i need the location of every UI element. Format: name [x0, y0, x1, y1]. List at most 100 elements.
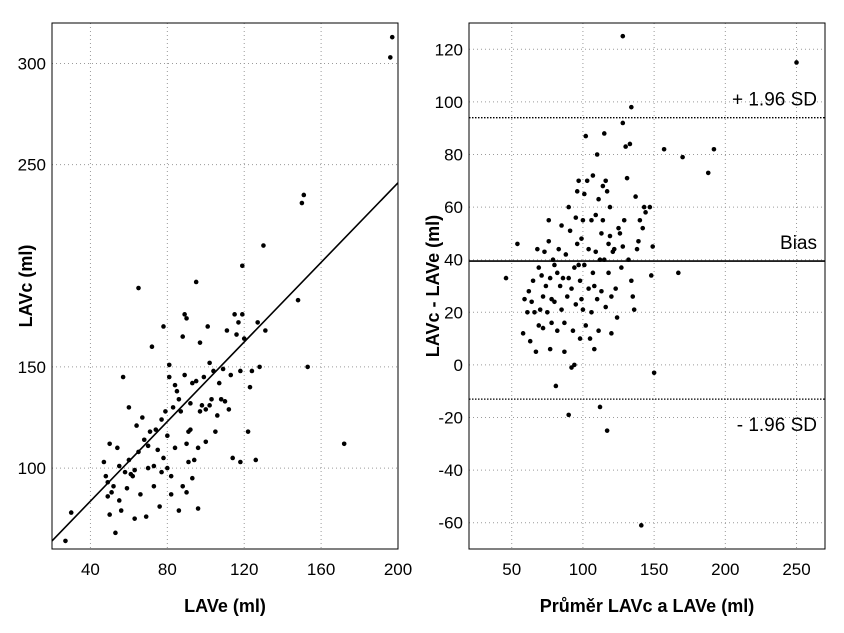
data-point — [305, 364, 310, 370]
data-point — [593, 212, 599, 218]
data-point — [176, 396, 182, 402]
data-point — [257, 364, 262, 370]
data-point — [207, 360, 212, 366]
data-point — [594, 152, 600, 157]
data-point — [563, 252, 569, 257]
y-tick-label: 0 — [454, 356, 463, 375]
right-data-points — [503, 33, 799, 528]
right-grid — [469, 23, 825, 549]
data-point — [207, 403, 212, 408]
data-point — [676, 270, 681, 276]
right-x-axis-title: Průměr LAVc a LAVe (ml) — [540, 596, 754, 616]
data-point — [63, 538, 68, 544]
data-point — [122, 469, 128, 475]
data-point — [299, 200, 305, 206]
data-point — [620, 244, 626, 249]
data-point — [203, 407, 209, 412]
data-point — [388, 55, 393, 60]
data-point — [113, 530, 118, 536]
data-point — [572, 265, 577, 270]
data-point — [609, 331, 614, 336]
data-point — [161, 324, 166, 329]
data-point — [599, 288, 604, 294]
data-point — [572, 362, 577, 368]
data-point — [295, 297, 301, 303]
data-point — [577, 336, 583, 341]
data-point — [213, 429, 218, 434]
y-tick-label: 40 — [444, 251, 463, 270]
data-point — [143, 514, 149, 519]
data-point — [537, 307, 543, 312]
data-point — [583, 133, 589, 139]
data-point — [611, 246, 617, 252]
data-point — [224, 328, 230, 333]
data-point — [236, 320, 241, 325]
data-point — [620, 120, 626, 126]
data-point — [640, 225, 646, 231]
data-point — [180, 483, 186, 489]
data-point — [574, 189, 580, 194]
data-point — [525, 310, 530, 315]
data-point — [606, 270, 611, 276]
data-point — [593, 249, 599, 255]
data-point — [583, 323, 589, 328]
data-point — [636, 238, 641, 244]
data-point — [107, 512, 112, 517]
data-point — [145, 443, 151, 449]
data-point — [140, 415, 145, 420]
data-point — [151, 483, 157, 489]
data-point — [639, 523, 644, 528]
y-tick-label: 100 — [18, 459, 46, 478]
data-point — [238, 459, 243, 465]
data-point — [566, 204, 571, 210]
data-point — [184, 441, 189, 447]
data-point — [190, 380, 195, 386]
data-point — [586, 246, 591, 252]
data-point — [582, 262, 587, 268]
data-point — [540, 325, 546, 331]
left-x-axis-title: LAVe (ml) — [184, 596, 266, 616]
data-point — [597, 257, 603, 263]
data-point — [191, 457, 197, 463]
data-point — [145, 465, 151, 471]
data-point — [186, 459, 191, 465]
data-point — [193, 279, 199, 285]
y-tick-label: 100 — [435, 93, 463, 112]
data-point — [136, 449, 141, 455]
data-point — [650, 244, 655, 249]
data-point — [607, 204, 613, 210]
data-point — [573, 302, 579, 307]
data-point — [184, 316, 189, 321]
data-point — [559, 223, 564, 228]
left-data-points — [63, 34, 395, 544]
data-point — [109, 490, 114, 495]
data-point — [522, 296, 527, 302]
data-point — [182, 372, 187, 378]
data-point — [178, 409, 184, 414]
data-point — [711, 146, 717, 152]
data-point — [130, 473, 136, 479]
data-point — [566, 275, 571, 281]
data-point — [153, 427, 159, 432]
data-point — [136, 285, 141, 291]
data-point — [529, 299, 534, 305]
data-point — [168, 473, 174, 479]
regression-panel: 40 80 120 160 200 100 150 250 300 LAVe (ml) LAV… — [16, 22, 412, 616]
data-point — [590, 173, 596, 178]
right-x-tick-labels: 50 100 150 200 250 — [502, 560, 810, 579]
data-point — [255, 320, 260, 325]
x-tick-label: 150 — [640, 560, 668, 579]
data-point — [166, 374, 172, 380]
data-point — [141, 437, 147, 443]
data-point — [606, 241, 611, 247]
data-point — [211, 368, 216, 374]
data-point — [228, 372, 234, 378]
data-point — [648, 273, 654, 278]
data-point — [199, 403, 205, 408]
data-point — [240, 263, 245, 269]
x-tick-label: 100 — [569, 560, 597, 579]
data-point — [634, 246, 640, 252]
data-point — [138, 492, 143, 497]
data-point — [101, 459, 107, 465]
